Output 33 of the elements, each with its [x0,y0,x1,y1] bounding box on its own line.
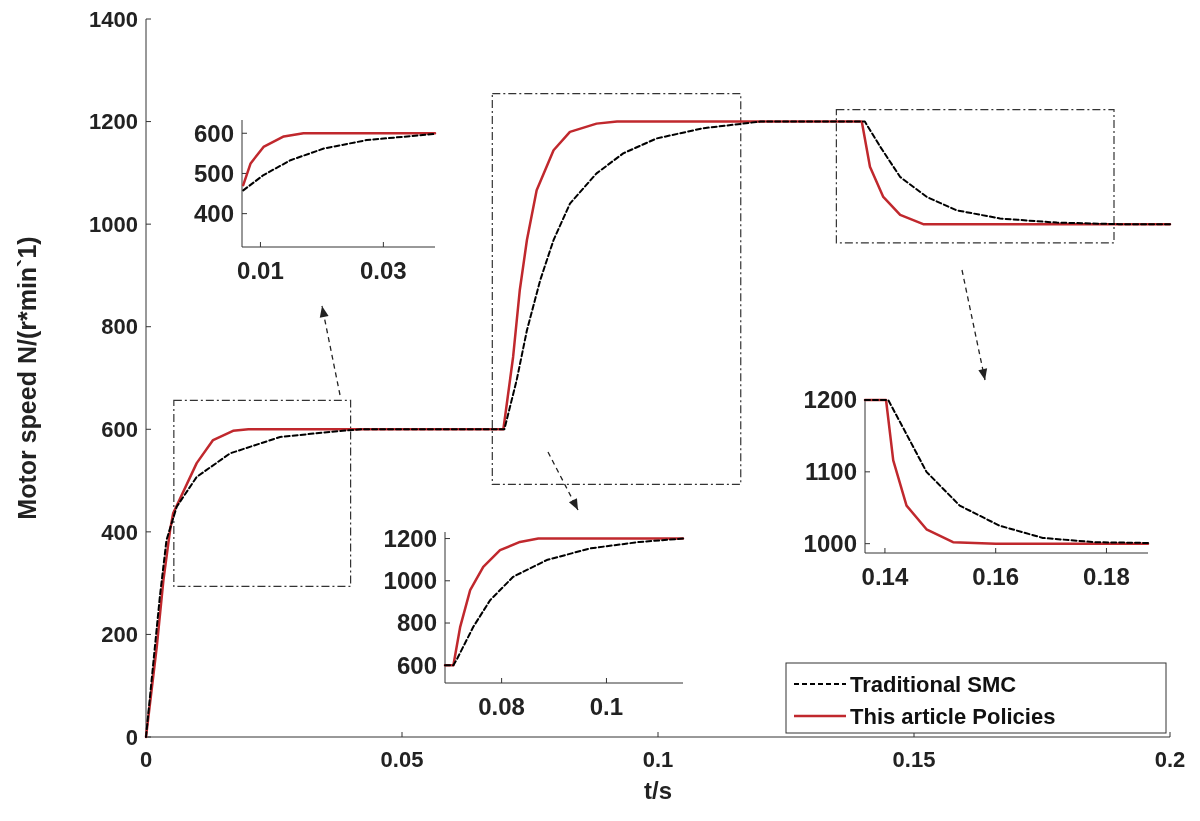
y-tick-label: 1200 [89,109,138,135]
x-tick-label: 0.14 [861,563,909,590]
x-tick-label: 0.05 [380,747,424,772]
x-tick-label: 0.2 [1154,747,1186,772]
y-tick-label: 600 [396,651,437,679]
y-tick-label: 800 [101,314,138,340]
x-tick-label: 0.15 [892,747,936,772]
y-tick-label: 500 [193,159,234,187]
y-tick-label: 800 [396,609,437,637]
y-tick-label: 1100 [804,458,857,486]
x-tick-label: 0.03 [360,257,407,284]
x-axis-title: t/s [643,777,673,804]
y-tick-label: 600 [193,119,234,147]
x-tick-label: 0.01 [237,257,284,284]
y-tick-label: 400 [193,200,234,228]
x-tick-label: 0.1 [589,693,624,720]
y-tick-label: 1000 [89,211,138,237]
legend-label: This article Policies [850,703,1056,729]
x-tick-label: 0.16 [972,563,1020,590]
y-tick-label: 200 [101,622,138,648]
x-tick-label: 0.08 [478,693,525,720]
y-tick-label: 600 [101,416,138,442]
x-tick-label: 0.1 [642,747,674,772]
x-tick-label: 0.18 [1083,563,1130,590]
y-tick-label: 1200 [383,524,437,552]
y-tick-label: 1200 [803,386,857,414]
y-tick-label: 1400 [89,6,138,32]
y-tick-label: 400 [101,519,138,545]
y-tick-label: 1000 [803,530,857,558]
legend-label: Traditional SMC [850,671,1017,697]
y-axis-title: Motor speed N/(r*min`1) [13,236,41,520]
y-tick-label: 1000 [383,567,437,595]
y-tick-label: 0 [125,724,138,750]
